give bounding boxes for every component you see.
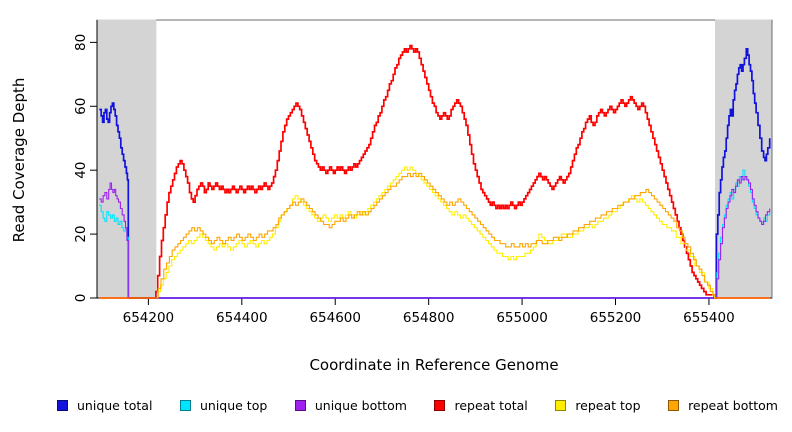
- x-tick-label: 655000: [496, 310, 548, 326]
- unique-region-shading: [97, 19, 157, 298]
- legend-item-unique-total: unique total: [57, 398, 152, 413]
- legend-label: unique top: [199, 398, 268, 413]
- y-tick-label: 0: [73, 294, 89, 303]
- legend-item-repeat-bottom: repeat bottom: [668, 398, 778, 413]
- legend-item-unique-top: unique top: [179, 398, 268, 413]
- legend-swatch-icon: [434, 400, 446, 411]
- legend: unique total unique top unique bottom repea…: [57, 398, 778, 413]
- legend-item-repeat-top: repeat top: [555, 398, 641, 413]
- series-repeat-bottom: [99, 172, 770, 299]
- legend-swatch-icon: [555, 400, 567, 411]
- legend-swatch-icon: [57, 400, 68, 411]
- y-tick-label: 80: [73, 34, 89, 51]
- x-tick-label: 655200: [590, 310, 642, 326]
- y-tick-label: 40: [73, 162, 89, 179]
- legend-swatch-icon: [668, 400, 680, 411]
- y-axis-label: Read Coverage Depth: [10, 78, 28, 243]
- x-tick-label: 654600: [309, 310, 361, 326]
- y-tick-label: 20: [73, 225, 89, 242]
- legend-label: unique bottom: [314, 398, 407, 413]
- x-tick-label: 655400: [683, 310, 735, 326]
- legend-label: repeat top: [575, 398, 641, 413]
- legend-swatch-icon: [294, 400, 306, 411]
- x-tick-label: 654400: [216, 310, 268, 326]
- series-unique-bottom: [99, 176, 771, 299]
- legend-item-repeat-total: repeat total: [434, 398, 528, 413]
- legend-label: repeat total: [454, 398, 528, 413]
- series-repeat-total: [99, 44, 770, 299]
- x-tick-label: 654200: [123, 310, 175, 326]
- legend-swatch-icon: [179, 400, 191, 411]
- legend-item-unique-bottom: unique bottom: [294, 398, 407, 413]
- x-axis-label: Coordinate in Reference Genome: [309, 356, 558, 374]
- legend-label: repeat bottom: [688, 398, 778, 413]
- series-unique-total: [99, 47, 771, 299]
- plot-border: [96, 19, 773, 299]
- x-tick-label: 654800: [403, 310, 455, 326]
- legend-label: unique total: [77, 398, 153, 413]
- y-tick-label: 60: [73, 98, 89, 115]
